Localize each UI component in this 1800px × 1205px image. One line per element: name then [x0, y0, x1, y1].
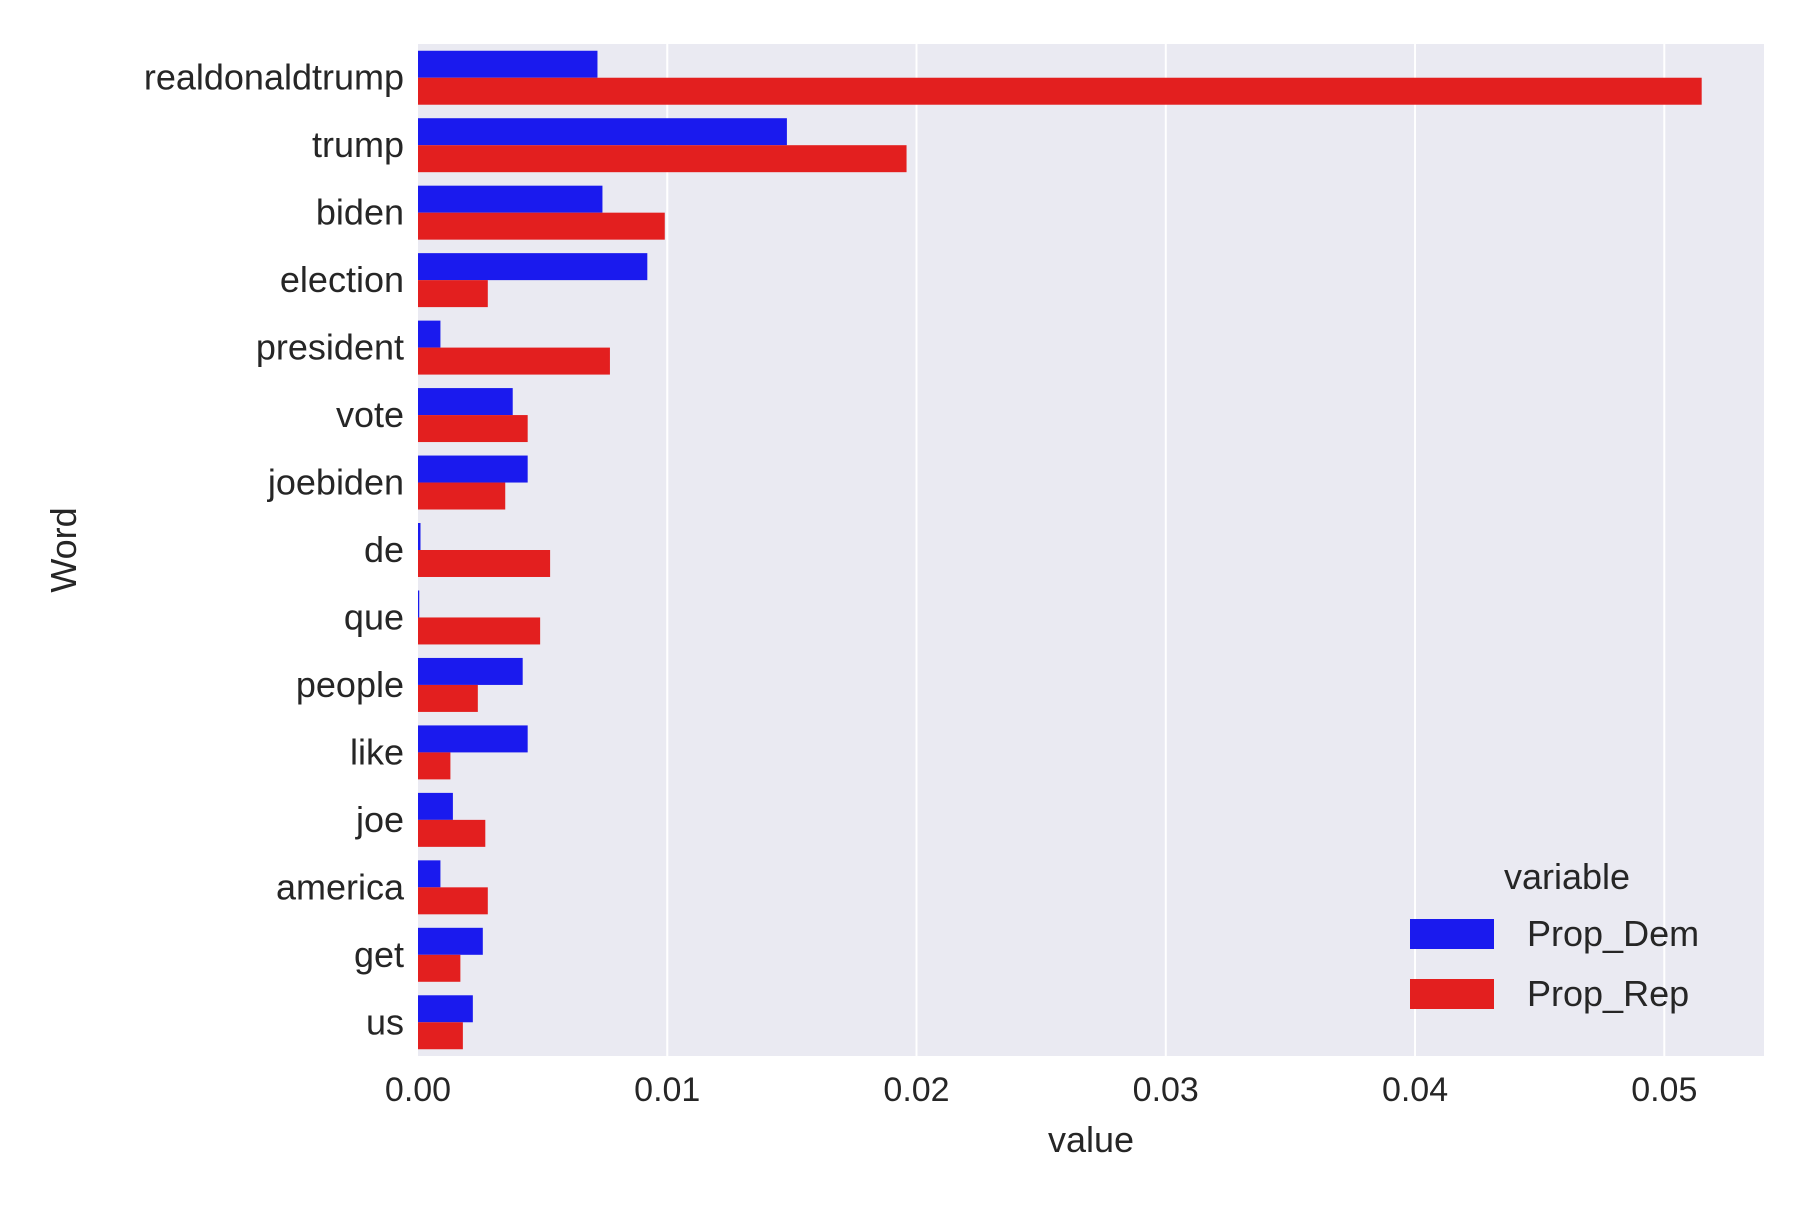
grid-lines — [666, 44, 1666, 1056]
bar-prop-rep-joe — [418, 819, 486, 847]
bar-prop-dem-vote — [418, 388, 513, 416]
x-axis-label: value — [1048, 1119, 1134, 1160]
bar-prop-dem-president — [418, 320, 441, 348]
bar-prop-rep-joebiden — [418, 482, 506, 510]
x-tick-label-3: 0.03 — [1133, 1071, 1199, 1109]
x-tick-label-2: 0.02 — [883, 1071, 949, 1109]
legend-label-prop-dem: Prop_Dem — [1527, 913, 1699, 954]
bar-prop-rep-people — [418, 684, 478, 712]
bar-prop-rep-us — [418, 1022, 463, 1050]
bar-prop-dem-joe — [418, 792, 453, 820]
bar-prop-rep-get — [418, 954, 461, 982]
y-tick-label-realdonaldtrump: realdonaldtrump — [144, 57, 404, 98]
bar-prop-rep-trump — [418, 145, 907, 173]
bar-prop-dem-america — [418, 860, 441, 888]
bar-prop-rep-president — [418, 347, 610, 375]
bars — [418, 50, 1702, 1050]
y-tick-label-america: america — [276, 866, 405, 907]
bar-prop-dem-realdonaldtrump — [418, 50, 598, 78]
bar-prop-rep-que — [418, 617, 541, 645]
bar-prop-dem-us — [418, 995, 473, 1023]
bar-prop-rep-like — [418, 752, 451, 780]
bar-prop-dem-get — [418, 927, 483, 955]
y-tick-label-get: get — [354, 934, 404, 975]
y-axis-label: Word — [43, 507, 84, 592]
y-tick-label-vote: vote — [336, 394, 404, 435]
x-tick-label-4: 0.04 — [1382, 1071, 1448, 1109]
y-tick-label-que: que — [344, 596, 404, 637]
y-tick-labels: realdonaldtrump trump biden election preside… — [144, 57, 405, 1043]
bar-prop-dem-people — [418, 657, 523, 685]
bar-prop-rep-biden — [418, 212, 665, 240]
x-tick-labels: 0.00 0.01 0.02 0.03 0.04 0.05 — [385, 1071, 1697, 1109]
bar-prop-rep-vote — [418, 415, 528, 443]
bar-prop-rep-america — [418, 887, 488, 915]
bar-prop-dem-biden — [418, 185, 603, 213]
y-tick-label-trump: trump — [312, 124, 404, 165]
y-tick-label-president: president — [256, 327, 404, 368]
bar-prop-dem-trump — [418, 118, 787, 146]
legend-swatch-prop-dem — [1410, 919, 1494, 949]
y-tick-label-joe: joe — [355, 799, 404, 840]
y-tick-label-biden: biden — [316, 192, 404, 233]
plot-background — [418, 44, 1764, 1056]
y-tick-label-election: election — [280, 259, 404, 300]
x-tick-label-5: 0.05 — [1631, 1071, 1697, 1109]
y-tick-label-us: us — [366, 1001, 404, 1042]
bar-prop-dem-joebiden — [418, 455, 528, 483]
x-tick-label-0: 0.00 — [385, 1071, 451, 1109]
legend-title: variable — [1504, 856, 1630, 897]
bar-prop-rep-election — [418, 280, 488, 308]
legend-swatch-prop-rep — [1410, 979, 1494, 1009]
y-tick-label-people: people — [296, 664, 404, 705]
legend-label-prop-rep: Prop_Rep — [1527, 973, 1689, 1014]
bar-prop-dem-election — [418, 253, 648, 281]
bar-prop-dem-de — [418, 523, 421, 550]
y-tick-label-de: de — [364, 529, 404, 570]
bar-prop-rep-realdonaldtrump — [418, 77, 1702, 105]
bar-prop-dem-que — [418, 590, 420, 618]
y-tick-label-joebiden: joebiden — [267, 462, 404, 503]
x-tick-label-1: 0.01 — [634, 1071, 700, 1109]
bar-prop-dem-like — [418, 725, 528, 753]
bar-prop-rep-de — [418, 550, 551, 577]
legend: variable Prop_Dem Prop_Rep — [1410, 856, 1699, 1014]
y-tick-label-like: like — [350, 731, 404, 772]
